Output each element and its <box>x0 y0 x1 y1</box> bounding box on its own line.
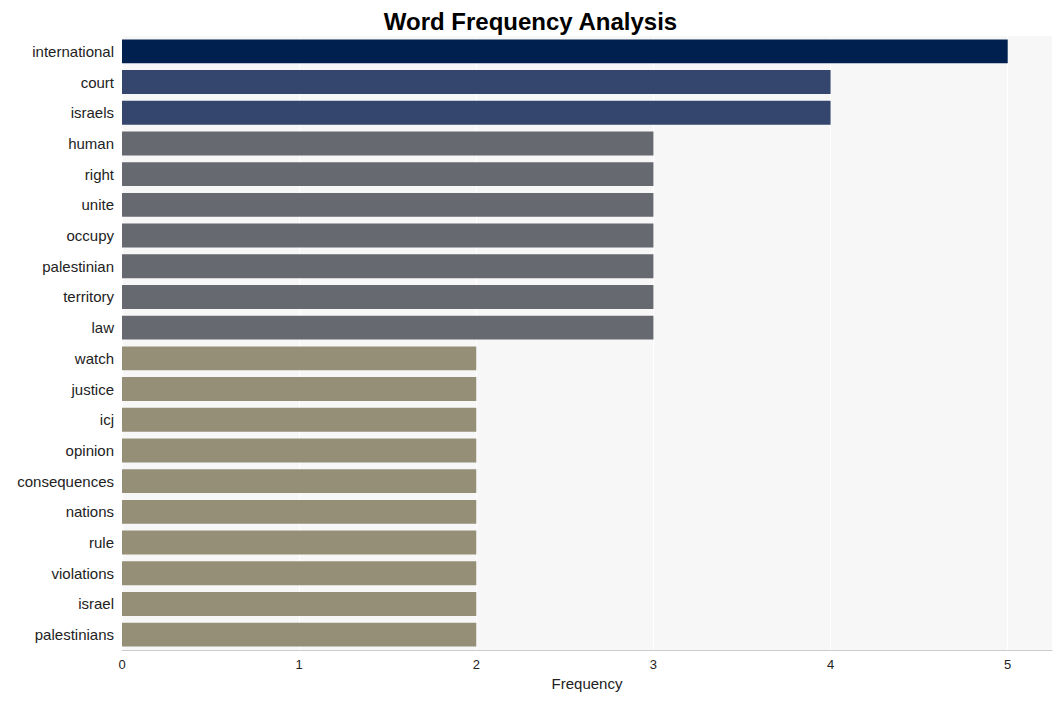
svg-text:right: right <box>85 166 115 183</box>
svg-text:1: 1 <box>296 657 303 672</box>
svg-text:3: 3 <box>650 657 657 672</box>
svg-text:rule: rule <box>89 534 114 551</box>
svg-text:2: 2 <box>473 657 480 672</box>
svg-text:violations: violations <box>51 565 114 582</box>
svg-text:4: 4 <box>827 657 834 672</box>
svg-text:Frequency: Frequency <box>552 675 623 692</box>
svg-text:human: human <box>68 135 114 152</box>
svg-text:international: international <box>32 43 114 60</box>
svg-text:icj: icj <box>100 411 114 428</box>
svg-text:territory: territory <box>63 288 114 305</box>
svg-text:palestinians: palestinians <box>35 626 114 643</box>
svg-text:Word Frequency Analysis: Word Frequency Analysis <box>384 8 677 35</box>
svg-text:israel: israel <box>78 595 114 612</box>
svg-text:justice: justice <box>70 381 114 398</box>
svg-text:law: law <box>91 319 114 336</box>
svg-text:consequences: consequences <box>17 473 114 490</box>
svg-text:court: court <box>81 74 115 91</box>
svg-text:unite: unite <box>81 196 114 213</box>
svg-text:occupy: occupy <box>66 227 114 244</box>
svg-text:5: 5 <box>1004 657 1011 672</box>
svg-text:nations: nations <box>66 503 114 520</box>
svg-text:opinion: opinion <box>66 442 114 459</box>
svg-text:watch: watch <box>74 350 114 367</box>
svg-text:israels: israels <box>71 104 114 121</box>
svg-text:palestinian: palestinian <box>42 258 114 275</box>
svg-text:0: 0 <box>118 657 125 672</box>
